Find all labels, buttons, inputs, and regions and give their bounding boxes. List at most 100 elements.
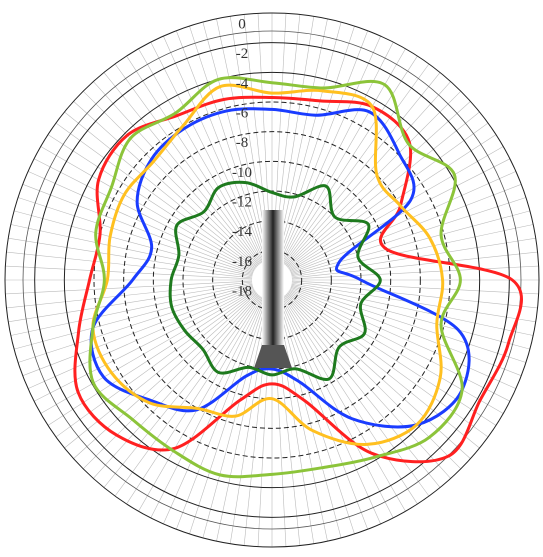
spoke bbox=[290, 197, 527, 275]
spoke bbox=[73, 293, 258, 459]
spoke bbox=[14, 284, 253, 350]
spoke bbox=[279, 298, 381, 525]
spoke bbox=[82, 90, 259, 267]
spoke bbox=[163, 35, 265, 262]
spoke bbox=[216, 299, 269, 542]
ring bbox=[212, 220, 332, 340]
spoke bbox=[290, 287, 517, 389]
spoke bbox=[284, 72, 441, 265]
r-tick-label: -2 bbox=[236, 46, 249, 62]
ring bbox=[34, 42, 510, 518]
spoke bbox=[286, 101, 471, 267]
spoke bbox=[126, 55, 262, 264]
spoke bbox=[64, 292, 257, 449]
spoke bbox=[73, 101, 258, 267]
spoke bbox=[278, 298, 368, 530]
r-tick-label: -14 bbox=[232, 224, 252, 240]
ring bbox=[123, 131, 421, 429]
spoke bbox=[285, 294, 451, 479]
spoke bbox=[103, 72, 260, 265]
spoke bbox=[189, 25, 267, 262]
spoke bbox=[103, 295, 260, 488]
spoke bbox=[82, 293, 259, 470]
spoke bbox=[289, 288, 511, 402]
spoke bbox=[284, 295, 441, 488]
spoke bbox=[5, 280, 253, 295]
spoke bbox=[17, 197, 254, 275]
spoke bbox=[288, 134, 497, 270]
spoke bbox=[8, 237, 253, 278]
spoke bbox=[5, 265, 253, 280]
spoke bbox=[6, 281, 253, 309]
spoke bbox=[291, 283, 534, 336]
spoke bbox=[290, 184, 522, 274]
pattern-line bbox=[91, 83, 445, 446]
spoke bbox=[10, 283, 253, 336]
spoke bbox=[27, 171, 254, 273]
spoke bbox=[288, 290, 497, 426]
spoke bbox=[10, 224, 253, 277]
labels: 0 -2 -4 -6 -8 -10 -12 -14 -16 -18 bbox=[232, 16, 252, 299]
spoke bbox=[286, 293, 471, 459]
spoke bbox=[22, 184, 254, 274]
spoke bbox=[282, 55, 418, 264]
pattern-line bbox=[88, 76, 464, 479]
ring bbox=[63, 71, 481, 489]
spoke bbox=[291, 281, 538, 309]
spoke bbox=[55, 122, 256, 269]
spoke bbox=[64, 111, 257, 268]
spoke bbox=[22, 286, 254, 376]
spoke bbox=[14, 210, 253, 276]
spoke bbox=[275, 299, 328, 542]
spoke bbox=[289, 158, 511, 272]
spoke bbox=[126, 296, 262, 505]
spoke bbox=[289, 146, 504, 271]
r-tick-label: -6 bbox=[236, 105, 249, 121]
spoke bbox=[279, 35, 381, 262]
spoke bbox=[93, 294, 259, 479]
r-tick-label: -16 bbox=[232, 254, 252, 270]
spoke bbox=[285, 90, 462, 267]
r-tick-label: -4 bbox=[236, 76, 249, 92]
spoke bbox=[17, 285, 254, 363]
spoke bbox=[281, 48, 406, 263]
spoke bbox=[290, 285, 527, 363]
pattern-line bbox=[73, 95, 523, 464]
spoke bbox=[40, 146, 255, 271]
ring-outer bbox=[22, 30, 522, 530]
antenna bbox=[254, 210, 292, 368]
spoke bbox=[280, 297, 394, 519]
spoke bbox=[33, 158, 255, 272]
spoke bbox=[8, 282, 253, 323]
spoke bbox=[291, 280, 539, 295]
spoke bbox=[289, 289, 504, 414]
spoke bbox=[138, 297, 263, 512]
spoke bbox=[277, 298, 355, 535]
spoke bbox=[290, 171, 517, 273]
spoke bbox=[33, 288, 255, 402]
spoke bbox=[283, 63, 430, 264]
spoke bbox=[150, 297, 264, 519]
spoke bbox=[291, 284, 530, 350]
spoke bbox=[150, 41, 264, 263]
pattern-line bbox=[168, 180, 382, 382]
spoke bbox=[40, 289, 255, 414]
spoke bbox=[93, 81, 259, 266]
spoke bbox=[290, 286, 522, 376]
pattern-line bbox=[89, 107, 471, 429]
spoke bbox=[138, 48, 263, 263]
spoke bbox=[291, 224, 534, 277]
spoke bbox=[291, 251, 538, 279]
spoke bbox=[114, 296, 261, 497]
r-tick-label: -12 bbox=[232, 194, 252, 210]
spoke bbox=[47, 134, 256, 270]
r-tick-label: 0 bbox=[238, 16, 246, 32]
spoke bbox=[285, 293, 462, 470]
r-tick-label: -8 bbox=[236, 135, 249, 151]
spoke bbox=[275, 18, 328, 261]
spoke bbox=[276, 299, 342, 538]
spoke bbox=[202, 22, 268, 261]
spoke bbox=[27, 287, 254, 389]
spoke bbox=[202, 299, 268, 538]
